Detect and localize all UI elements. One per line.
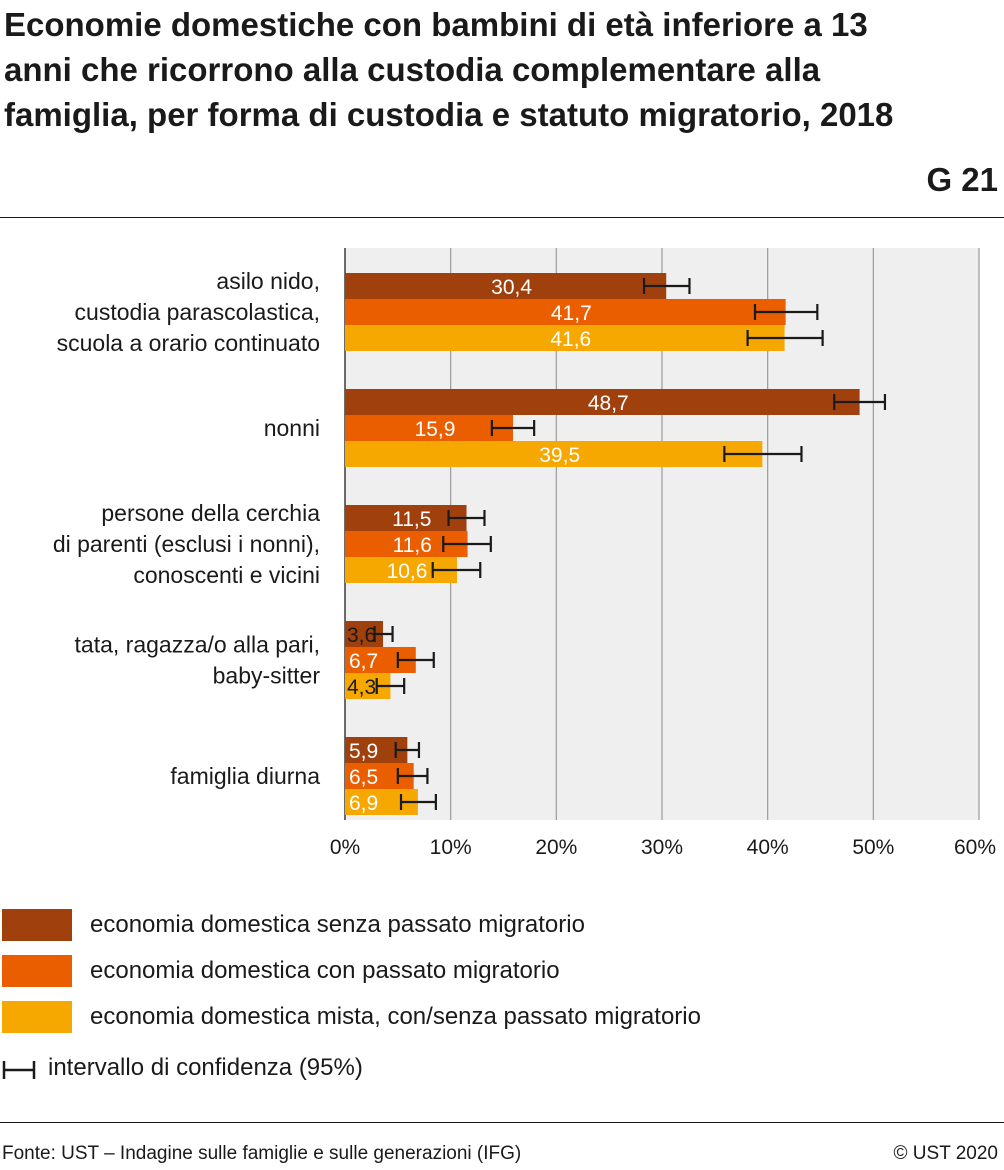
legend-swatch-no-migration (2, 909, 72, 941)
bar (345, 441, 763, 467)
category-label: di parenti (esclusi i nonni), (53, 531, 320, 557)
x-tick-label: 40% (747, 836, 789, 859)
bar (345, 415, 514, 441)
copyright-note: © UST 2020 (893, 1143, 998, 1164)
legend-label-with-migration: economia domestica con passato migratori… (90, 957, 560, 984)
chart-title: Economie domestiche con bambini di età i… (4, 6, 894, 133)
category-label: asilo nido, (216, 268, 320, 294)
data-label: 30,4 (491, 276, 532, 299)
legend-label-confidence: intervallo di confidenza (95%) (48, 1054, 363, 1081)
legend-label-mixed: economia domestica mista, con/senza pass… (90, 1003, 701, 1030)
category-label: tata, ragazza/o alla pari, (75, 632, 320, 658)
category-label: famiglia diurna (170, 763, 320, 789)
title-divider (0, 217, 1004, 218)
category-label: conoscenti e vicini (133, 562, 320, 588)
data-label: 41,7 (551, 302, 592, 325)
bar (345, 273, 667, 299)
x-tick-label: 50% (852, 836, 894, 859)
legend-swatch-mixed (2, 1001, 72, 1033)
data-label: 15,9 (415, 418, 456, 441)
data-label: 10,6 (387, 560, 428, 583)
source-note: Fonte: UST – Indagine sulle famiglie e s… (2, 1143, 522, 1164)
data-label: 48,7 (588, 392, 629, 415)
category-label: persone della cerchia (101, 500, 320, 526)
x-tick-label: 0% (330, 836, 360, 859)
data-label: 11,5 (392, 508, 431, 531)
category-label: baby-sitter (213, 663, 321, 689)
bar (345, 389, 860, 415)
data-label: 3,6 (347, 624, 376, 647)
category-label: custodia parascolastica, (75, 299, 320, 325)
confidence-interval-icon (2, 1061, 36, 1079)
data-label: 39,5 (539, 444, 580, 467)
footer-divider (0, 1122, 1004, 1123)
category-label: nonni (264, 415, 320, 441)
data-label: 6,7 (349, 650, 378, 673)
bar (345, 325, 785, 351)
x-tick-label: 60% (954, 836, 996, 859)
category-label: scuola a orario continuato (57, 330, 320, 356)
bar (345, 299, 786, 325)
legend-label-no-migration: economia domestica senza passato migrato… (90, 911, 585, 938)
data-label: 11,6 (393, 534, 432, 557)
x-tick-label: 20% (535, 836, 577, 859)
data-label: 5,9 (349, 740, 378, 763)
bar (345, 505, 467, 531)
x-tick-label: 10% (430, 836, 472, 859)
bar-chart: 0% 10% 20% 30% 40% 50% 60% asilo nido, custodia … (53, 248, 996, 859)
x-tick-label: 30% (641, 836, 683, 859)
data-label: 6,9 (349, 792, 378, 815)
figure-code: G 21 (926, 161, 998, 198)
legend-swatch-with-migration (2, 955, 72, 987)
data-label: 6,5 (349, 766, 378, 789)
data-label: 4,3 (347, 676, 376, 699)
data-label: 41,6 (550, 328, 591, 351)
